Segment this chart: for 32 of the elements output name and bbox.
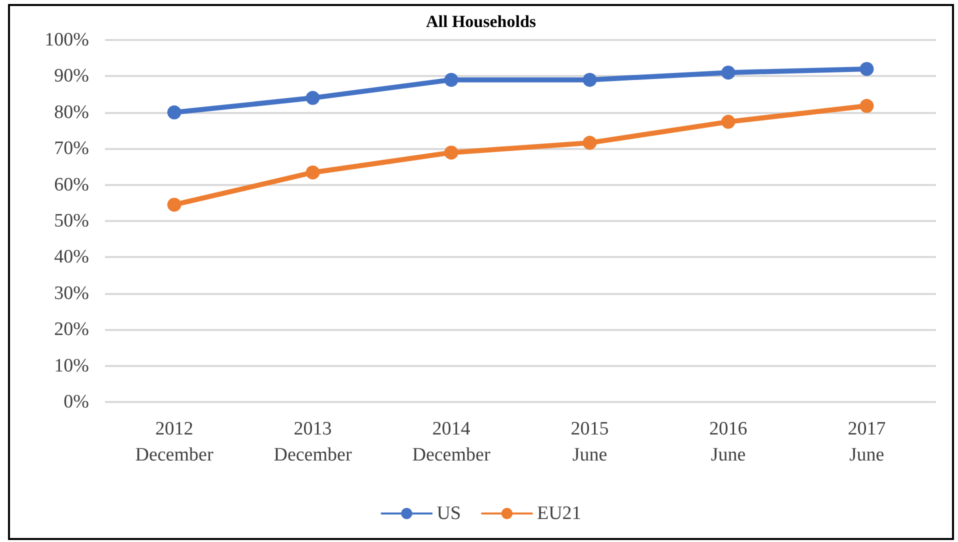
x-tick-label: 2012 December [135, 418, 214, 466]
y-tick-label: 100% [44, 30, 90, 50]
point [444, 72, 458, 87]
y-tick-label: 0% [64, 392, 90, 412]
point [306, 90, 320, 105]
y-tick-label: 50% [54, 210, 90, 232]
legend-label: EU21 [536, 503, 582, 524]
point [167, 105, 182, 120]
y-tick-label: 40% [54, 246, 90, 268]
point [721, 114, 736, 129]
y-tick-label: 80% [54, 102, 90, 123]
x-tick-label: 2014 December [412, 418, 491, 466]
y-tick-label: 30% [54, 282, 90, 304]
y-tick-label: 90% [54, 66, 90, 87]
point [167, 198, 182, 212]
point [860, 62, 874, 76]
chart-title: All Households [426, 12, 536, 31]
x-tick-label: 2017 June [848, 418, 886, 466]
point [444, 146, 458, 160]
point [306, 165, 320, 180]
y-tick-label: 60% [54, 174, 90, 196]
x-tick-label: 2013 December [274, 418, 352, 466]
point [721, 66, 736, 80]
point [582, 136, 597, 150]
y-tick-label: 70% [54, 138, 90, 160]
x-tick-label: 2015 June [570, 418, 609, 466]
point [582, 72, 597, 87]
point [860, 98, 874, 113]
y-tick-label: 20% [54, 319, 90, 340]
y-tick-label: 10% [54, 355, 90, 376]
legend-label: US [436, 503, 461, 524]
x-tick-label: 2016 June [709, 418, 748, 466]
